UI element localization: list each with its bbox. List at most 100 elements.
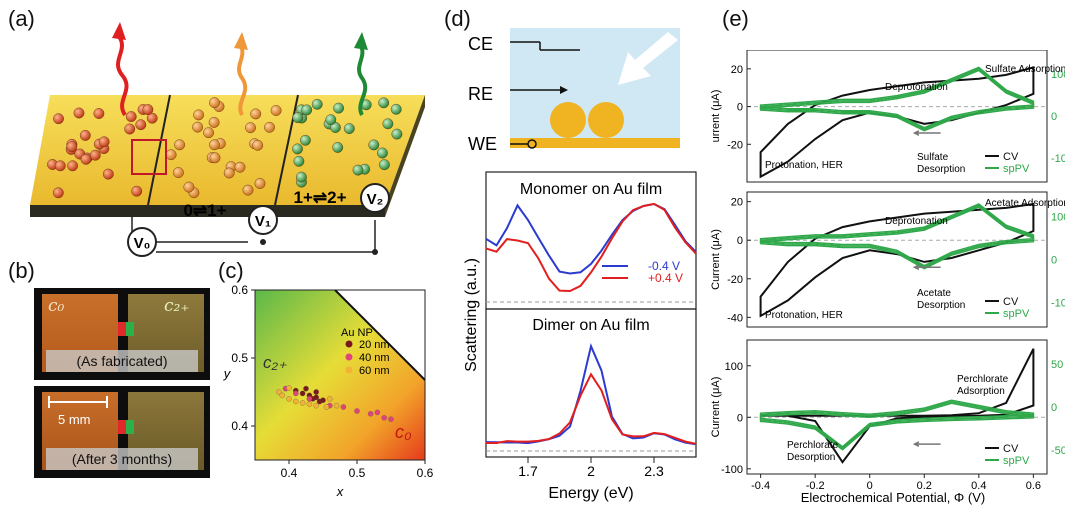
nanoparticle — [89, 149, 101, 161]
plot-frame — [254, 289, 426, 461]
data-point — [367, 411, 374, 417]
scale-bar — [48, 394, 108, 408]
nanoparticle — [295, 171, 307, 183]
scatter-points — [276, 385, 394, 422]
annotation: Desorption — [917, 300, 965, 311]
nanoparticle — [390, 103, 402, 115]
nanoparticle-array — [47, 97, 403, 199]
nanoparticle — [124, 123, 136, 135]
series-line — [485, 202, 697, 293]
data-point — [374, 409, 381, 416]
y-axis-label: Current (μA) — [710, 377, 722, 438]
x-tick-label: 0 — [867, 480, 873, 492]
plot-frame — [746, 339, 1048, 475]
y-tick-label: 0.4 — [231, 419, 248, 433]
legend-marker — [345, 353, 353, 361]
right-tick-label: 0 — [1051, 255, 1057, 267]
nanoparticle — [378, 97, 390, 109]
nanoparticle — [183, 181, 195, 193]
data-point — [381, 415, 387, 421]
series-line — [486, 372, 697, 445]
x-tick-label: 2 — [587, 463, 595, 479]
annotation: Acetate Adsorption — [985, 198, 1065, 209]
legend-label: CV — [1003, 296, 1019, 308]
nanoparticle — [208, 117, 220, 128]
data-point — [276, 389, 282, 395]
panel-c-label: (c) — [218, 258, 244, 283]
nanoparticle — [332, 142, 344, 153]
legend-label: spPV — [1003, 455, 1030, 467]
reaction-label-0-1: 0⇌1+ — [183, 201, 226, 220]
data-point — [286, 385, 292, 391]
legend-label: CV — [1003, 443, 1019, 455]
legend-label: 40 nm — [359, 352, 390, 364]
panel-b-label: (b) — [8, 258, 35, 283]
data-point — [286, 396, 292, 402]
label-we: WE — [468, 134, 497, 154]
nanoparticle — [209, 97, 220, 109]
region-label-c2plus: c₂₊ — [263, 353, 287, 372]
data-point — [313, 394, 319, 401]
plot-frame — [746, 50, 1048, 183]
electrode-v1-label: V₁ — [255, 213, 271, 230]
nanoparticle — [333, 102, 344, 114]
nanoparticle — [79, 130, 91, 141]
illumination-arrow — [618, 32, 678, 85]
state-label-c0: c₀ — [48, 296, 65, 316]
nanoparticle — [264, 121, 275, 133]
region-label-c0: c₀ — [395, 422, 412, 442]
nanoparticle — [172, 167, 184, 179]
nanoparticle — [209, 152, 221, 164]
y-tick-label: -100 — [721, 464, 743, 476]
annotation: Protonation, HER — [765, 160, 843, 171]
state-label-c2plus: c₂₊ — [164, 296, 190, 316]
chromaticity-scatter-chart: 0.4 0.5 0.6 0.4 0.5 0.6 c₂₊ c₀ Au NP 20 nm40 … — [223, 283, 434, 499]
nanoparticle — [270, 105, 282, 116]
nanoparticle — [73, 107, 85, 119]
y-axis-label: Current (μA) — [710, 229, 722, 290]
emission-arrow-green — [357, 43, 368, 116]
panel-a-device-schematic: V₀ V₁ V₂ 0⇌1+ 1+⇌2+ — [30, 22, 425, 257]
nanoparticle — [250, 108, 262, 120]
photo-after-3-months: 5 mm (After 3 months) — [34, 386, 210, 478]
panel-e-label: (e) — [722, 6, 749, 31]
right-tick-label: 0 — [1051, 111, 1057, 123]
y-tick-label: 0 — [737, 412, 743, 424]
x-tick-label: -0.2 — [806, 480, 825, 492]
gamut-boundary — [334, 289, 426, 381]
annotation: Sulfate Adsorption — [985, 64, 1065, 75]
series-line — [485, 343, 697, 446]
nanoparticle — [382, 118, 394, 130]
legend-label: spPV — [1003, 163, 1030, 175]
nanoparticle — [80, 153, 92, 165]
data-point — [299, 390, 306, 397]
panel-a-label: (a) — [8, 6, 35, 31]
x-tick-label: 0.2 — [917, 480, 932, 492]
right-tick-label: -100 — [1051, 298, 1065, 310]
data-point — [303, 385, 309, 392]
legend: -0.4 V+0.4 V — [602, 259, 683, 285]
annotation: Desorption — [787, 452, 835, 463]
nanoparticle — [93, 108, 105, 119]
nanoparticle — [343, 123, 355, 135]
x-axis-label: x — [336, 484, 344, 499]
nanoparticle — [292, 112, 304, 124]
nanoparticle — [102, 168, 114, 180]
series-loop — [759, 203, 1035, 267]
nanoparticle — [292, 143, 303, 155]
annotation: Acetate — [917, 288, 951, 299]
nanoparticle — [311, 98, 323, 110]
nanoparticle — [146, 112, 158, 124]
electrode-v2-label: V₂ — [367, 191, 384, 208]
y-tick-label: 0.5 — [231, 351, 248, 365]
x-tick-label: 0.4 — [281, 466, 298, 480]
nanoparticle — [125, 111, 137, 123]
reaction-label-1-2: 1+⇌2+ — [293, 188, 346, 207]
legend-label: spPV — [1003, 308, 1030, 320]
nanoparticle — [376, 147, 388, 159]
electrode-v0-label: V₀ — [134, 235, 151, 252]
nanoparticle — [98, 136, 110, 148]
nanoparticle — [66, 141, 78, 153]
data-point — [320, 397, 326, 403]
